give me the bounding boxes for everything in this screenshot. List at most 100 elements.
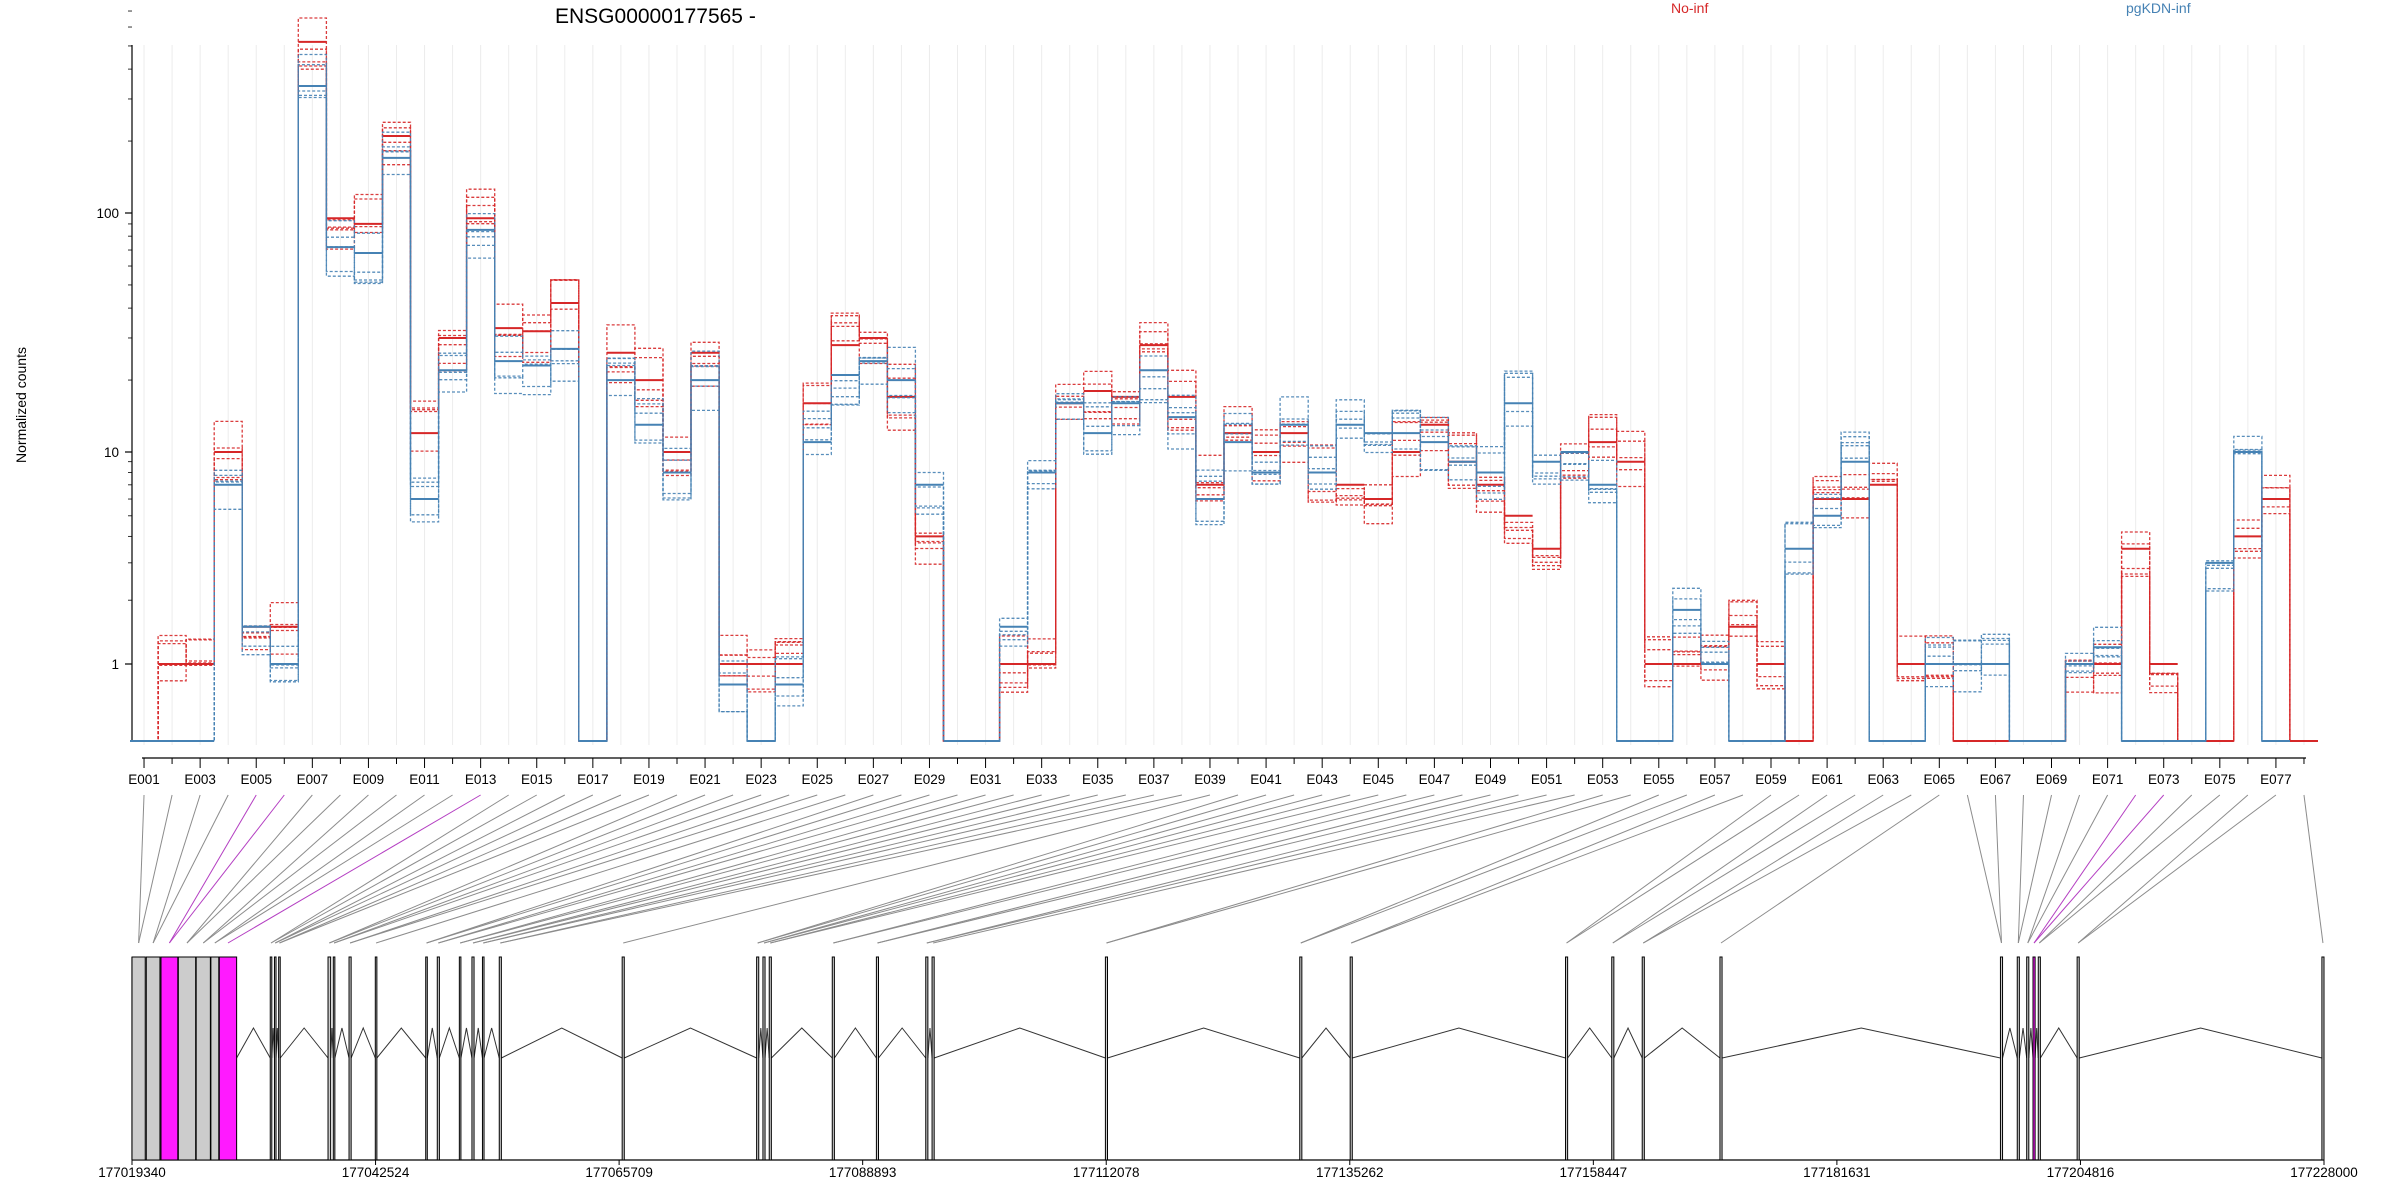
x-tick-label: E025	[801, 772, 833, 787]
genomic-tick-label: 177181631	[1803, 1165, 1871, 1180]
connector-line	[375, 794, 846, 944]
exon-block	[2076, 956, 2080, 1161]
x-tick-label: E019	[633, 772, 665, 787]
connector-line	[333, 794, 734, 944]
genomic-tick-label: 177158447	[1560, 1165, 1628, 1180]
intron-line	[483, 1027, 500, 1059]
x-tick-label: E071	[2092, 772, 2124, 787]
exon-block	[348, 956, 352, 1161]
x-tick-label: E033	[1026, 772, 1058, 787]
x-tick-label: E073	[2148, 772, 2180, 787]
x-tick-label: E065	[1924, 772, 1956, 787]
x-tick-label: E035	[1082, 772, 1114, 787]
connector-line	[1643, 794, 1912, 944]
y-tick-label: 1	[111, 657, 119, 672]
intron-line	[279, 1027, 329, 1059]
series-line-pgkdn-inf	[130, 94, 2290, 742]
exon-block-highlighted	[2032, 956, 2036, 1161]
connector-line	[138, 794, 145, 944]
intron-line	[770, 1027, 833, 1059]
x-tick-label: E017	[577, 772, 609, 787]
genomic-tick-label: 177204816	[2047, 1165, 2115, 1180]
genomic-tick-label: 177135262	[1316, 1165, 1384, 1180]
connector-line	[349, 794, 790, 944]
legend-item-pgkdn-inf: pgKDN-inf	[2126, 0, 2191, 16]
exon-block	[1611, 956, 1615, 1161]
connector-line	[459, 794, 1014, 944]
x-tick-label: E047	[1419, 772, 1451, 787]
exon-block	[831, 956, 835, 1161]
y-tick-label: 100	[96, 206, 119, 221]
x-tick-label: E069	[2036, 772, 2068, 787]
intron-line	[624, 1027, 757, 1059]
y-tick-label: 10	[104, 445, 119, 460]
connector-line	[227, 794, 481, 944]
exon-block	[931, 956, 935, 1161]
series-line-no-inf	[130, 17, 2318, 742]
intron-line	[833, 1027, 877, 1059]
exon-block	[481, 956, 485, 1161]
exon-block	[425, 956, 428, 1161]
exon-block	[177, 956, 197, 1161]
intron-line	[2028, 1027, 2034, 1059]
connector-line	[426, 794, 902, 944]
connector-line	[763, 794, 1295, 944]
exon-block	[925, 956, 929, 1161]
x-tick-label: E013	[465, 772, 497, 787]
x-tick-label: E077	[2260, 772, 2292, 787]
connector-line	[349, 794, 818, 944]
intron-line	[376, 1027, 427, 1059]
connector-line	[2303, 794, 2324, 944]
x-tick-label: E023	[745, 772, 777, 787]
intron-line	[2018, 1027, 2028, 1059]
connector-line	[2077, 794, 2249, 944]
intron-line	[501, 1027, 623, 1059]
intron-line	[236, 1026, 271, 1059]
exon-block-highlighted	[160, 956, 179, 1161]
connector-line	[2027, 794, 2081, 944]
connector-line	[833, 794, 1407, 944]
x-tick-label: E031	[970, 772, 1002, 787]
series-lines	[130, 17, 2318, 742]
genomic-tick-label: 177065709	[585, 1165, 653, 1180]
x-tick-label: E063	[1867, 772, 1899, 787]
exon-block	[332, 956, 336, 1161]
intron-line	[878, 1027, 927, 1059]
connector-line	[623, 794, 1211, 944]
connector-line	[2077, 794, 2277, 944]
genomic-tick-label: 177228000	[2290, 1165, 2358, 1180]
connector-line	[1106, 794, 1603, 944]
x-tick-label: E075	[2204, 772, 2236, 787]
connector-line	[1351, 794, 1716, 944]
genomic-tick-label: 177042524	[342, 1165, 410, 1180]
connector-line	[483, 794, 1126, 944]
genomic-tick-label: 177019340	[98, 1165, 166, 1180]
exon-block	[2321, 956, 2325, 1161]
figure-title: ENSG00000177565 -	[555, 5, 756, 28]
connector-line	[770, 794, 1351, 944]
intron-line	[460, 1027, 473, 1059]
exon-block	[2016, 956, 2020, 1161]
connector-line	[757, 794, 1239, 944]
exon-block	[1299, 956, 1303, 1161]
x-tick-label: E043	[1306, 772, 1338, 787]
series-mean-pgkdn-inf	[130, 85, 2290, 742]
intron-line	[1644, 1027, 1721, 1059]
connector-line	[2027, 794, 2109, 944]
intron-line	[1721, 1027, 2001, 1059]
connector-line	[483, 794, 1098, 944]
connector-line	[329, 794, 706, 944]
connector-line	[1300, 794, 1688, 944]
connector-line	[472, 794, 1070, 944]
exon-block	[471, 956, 475, 1161]
series-line-pgkdn-inf	[130, 64, 2290, 742]
connector-line	[333, 794, 762, 944]
intron-line	[350, 1026, 376, 1059]
connector-line	[329, 794, 678, 944]
connector-line	[168, 794, 257, 944]
connector-line	[279, 794, 650, 944]
connector-line	[1566, 794, 1800, 944]
exon-block	[1104, 956, 1109, 1161]
intron-line	[426, 1027, 438, 1059]
